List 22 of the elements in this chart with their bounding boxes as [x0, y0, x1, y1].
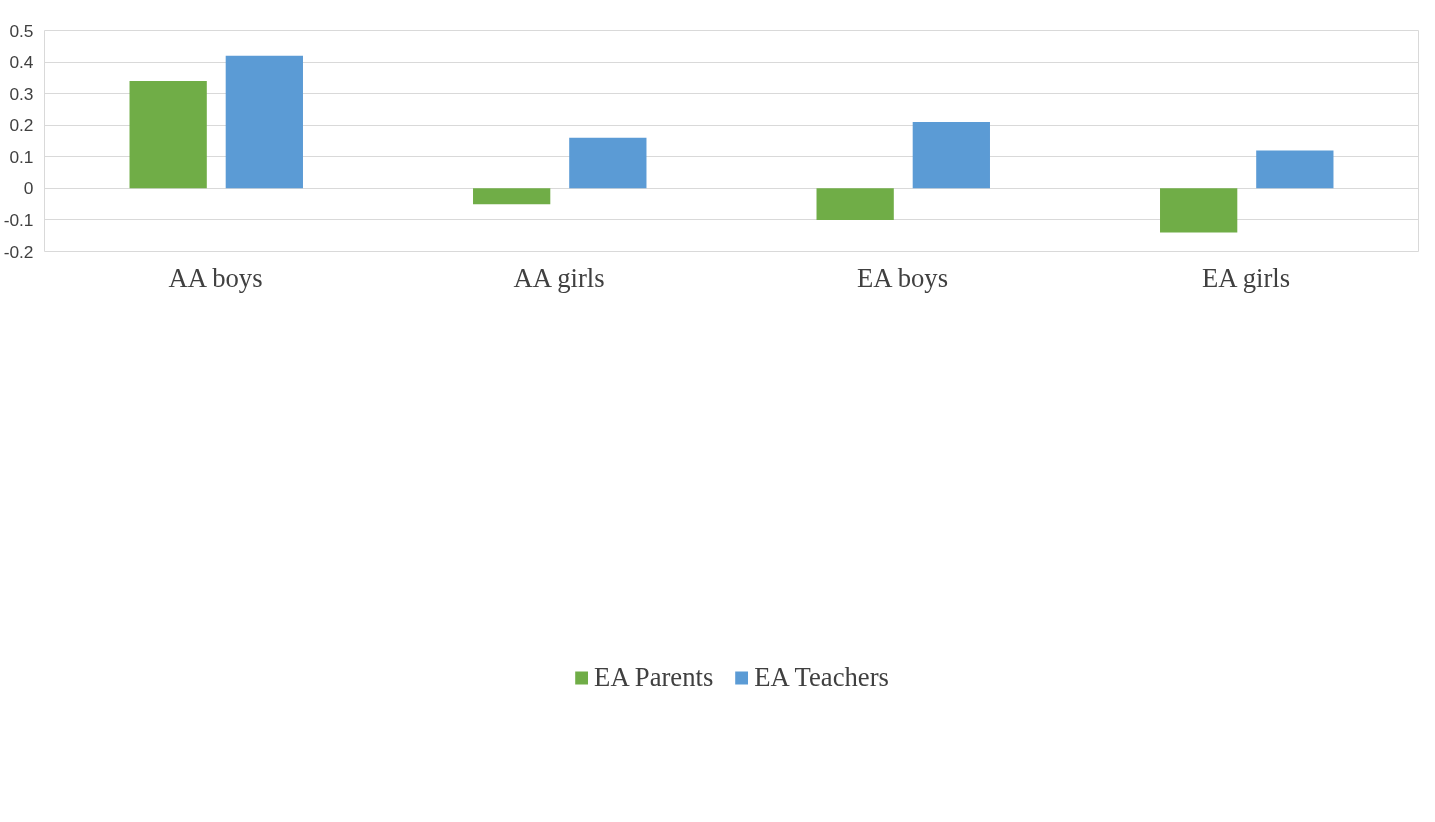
- bar: [473, 188, 551, 205]
- legend-label: EA Teachers: [754, 661, 889, 693]
- y-tick-label: -0.1: [3, 209, 34, 230]
- x-tick-label: AA girls: [513, 262, 605, 293]
- bar: [816, 188, 894, 220]
- bar: [129, 81, 207, 189]
- bar: [1160, 188, 1238, 233]
- y-tick-label: 0.3: [9, 83, 34, 104]
- y-tick-label: 0.1: [9, 146, 34, 167]
- bar: [1256, 150, 1334, 189]
- bar: [912, 122, 990, 189]
- bar: [225, 55, 303, 189]
- x-tick-label: EA boys: [856, 262, 949, 293]
- bar: [569, 137, 647, 189]
- y-tick-label: -0.2: [3, 241, 34, 262]
- legend-label: EA Parents: [594, 661, 714, 693]
- y-tick-label: 0: [23, 178, 34, 199]
- y-tick-label: 0.5: [9, 20, 34, 41]
- y-tick-label: 0.2: [9, 115, 34, 136]
- x-tick-label: AA boys: [168, 262, 263, 293]
- x-tick-label: EA girls: [1201, 262, 1291, 293]
- y-tick-label: 0.4: [9, 52, 34, 73]
